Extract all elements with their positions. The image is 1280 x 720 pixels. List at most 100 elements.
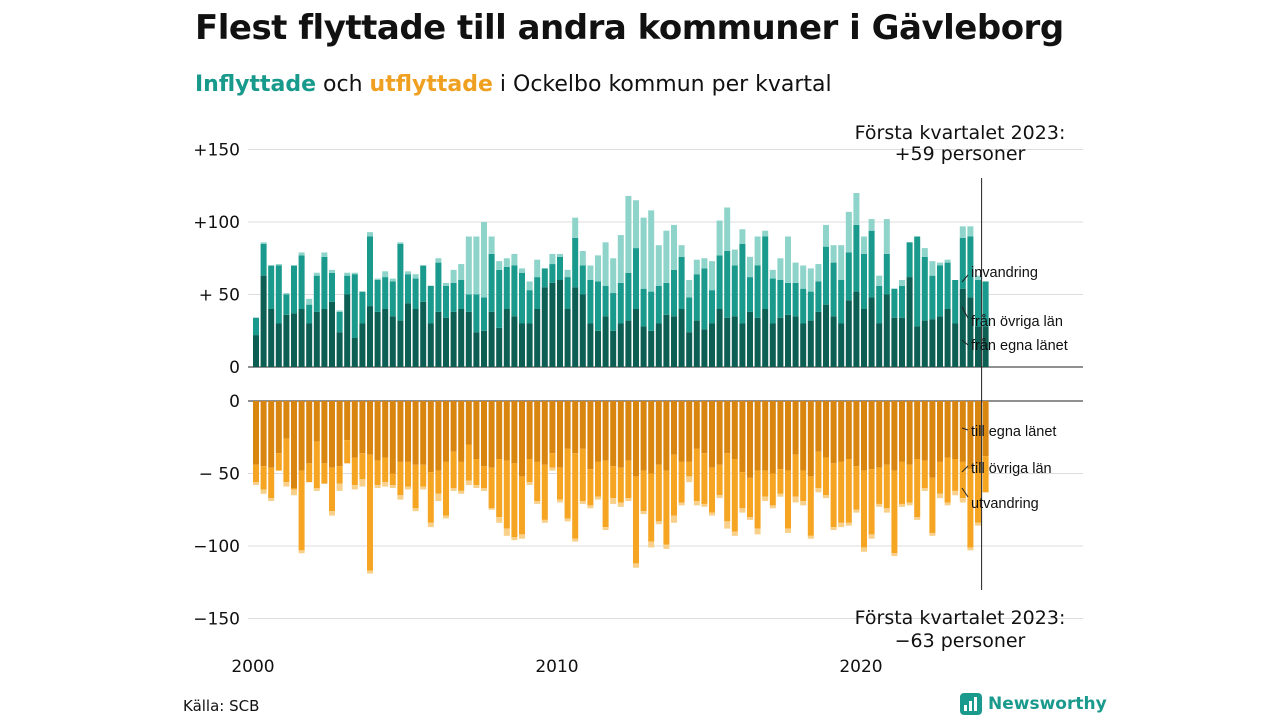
bar-till-egna-lanet: [443, 401, 449, 462]
bar-utvandring: [967, 547, 974, 551]
bar-fran-egna-lanet: [283, 314, 290, 367]
bar-utvandring: [367, 570, 373, 574]
bar-utvandring: [602, 527, 609, 531]
bar-invandring: [397, 242, 404, 244]
bar-fran-ovriga-lan: [982, 281, 989, 327]
bar-fran-egna-lanet: [975, 326, 981, 367]
bar-till-ovriga-lan: [427, 472, 434, 523]
bar-fran-egna-lanet: [701, 329, 708, 367]
bar-fran-ovriga-lan: [268, 265, 275, 309]
chart-title: Flest flyttade till andra kommuner i Gäv…: [195, 8, 1064, 48]
bar-fran-ovriga-lan: [807, 291, 814, 321]
bar-fran-egna-lanet: [367, 306, 373, 367]
bar-till-ovriga-lan: [853, 466, 860, 510]
bar-fran-egna-lanet: [891, 317, 898, 367]
bar-invandring: [519, 268, 525, 273]
bar-utvandring: [648, 541, 655, 548]
bar-fran-ovriga-lan: [450, 282, 457, 312]
bar-invandring: [595, 255, 601, 282]
bar-utvandring: [975, 522, 981, 526]
bar-fran-ovriga-lan: [519, 272, 525, 324]
bar-till-ovriga-lan: [921, 460, 928, 488]
bar-fran-ovriga-lan: [541, 268, 548, 288]
bar-till-egna-lanet: [952, 401, 959, 459]
bar-invandring: [283, 293, 290, 295]
bar-fran-ovriga-lan: [443, 285, 449, 318]
bar-fran-egna-lanet: [853, 291, 860, 367]
bar-till-ovriga-lan: [975, 464, 981, 523]
bar-fran-egna-lanet: [640, 326, 647, 367]
bar-fran-egna-lanet: [663, 314, 670, 367]
bar-fran-egna-lanet: [389, 316, 396, 367]
bar-fran-ovriga-lan: [564, 277, 571, 309]
bar-till-egna-lanet: [359, 401, 366, 454]
bar-till-egna-lanet: [291, 401, 297, 488]
bar-invandring: [344, 272, 351, 276]
bar-fran-ovriga-lan: [397, 243, 404, 321]
bar-utvandring: [845, 522, 852, 526]
bar-invandring: [853, 193, 860, 225]
bar-till-egna-lanet: [693, 401, 700, 449]
bar-till-ovriga-lan: [443, 461, 449, 516]
bar-utvandring: [610, 498, 617, 504]
bar-invandring: [321, 252, 328, 257]
bar-till-egna-lanet: [678, 401, 685, 462]
leader-line-in: [961, 274, 969, 283]
bar-utvandring: [572, 538, 579, 542]
subtitle-utflyttade: utflyttade: [369, 72, 493, 97]
bar-fran-egna-lanet: [412, 309, 419, 367]
bar-fran-ovriga-lan: [389, 281, 396, 317]
bar-fran-egna-lanet: [617, 323, 624, 367]
bar-fran-ovriga-lan: [610, 293, 617, 331]
bar-utvandring: [937, 493, 943, 499]
bar-fran-ovriga-lan: [344, 275, 351, 295]
bar-fran-egna-lanet: [800, 323, 807, 367]
bar-fran-egna-lanet: [420, 301, 427, 367]
bar-fran-ovriga-lan: [693, 274, 700, 321]
bar-invandring: [792, 262, 799, 283]
bar-fran-ovriga-lan: [914, 236, 921, 327]
bar-till-egna-lanet: [572, 401, 579, 454]
bar-utvandring: [534, 501, 541, 504]
bar-till-egna-lanet: [344, 401, 351, 441]
bar-fran-ovriga-lan: [929, 275, 936, 320]
bar-till-egna-lanet: [412, 401, 419, 465]
bar-invandring: [724, 207, 731, 251]
bar-invandring: [785, 236, 791, 283]
bar-fran-ovriga-lan: [701, 268, 708, 330]
bar-till-ovriga-lan: [762, 470, 769, 497]
bar-utvandring: [815, 488, 822, 493]
bar-fran-egna-lanet: [541, 287, 548, 367]
bar-till-egna-lanet: [876, 401, 883, 468]
bar-invandring: [329, 269, 335, 273]
bar-invandring: [374, 278, 381, 280]
bar-fran-egna-lanet: [868, 297, 875, 367]
bar-till-ovriga-lan: [397, 461, 404, 496]
bar-till-egna-lanet: [959, 401, 966, 462]
bar-utvandring: [754, 528, 761, 535]
bar-till-egna-lanet: [564, 401, 571, 449]
bar-fran-ovriga-lan: [747, 277, 753, 312]
bar-fran-egna-lanet: [952, 323, 959, 367]
bar-till-ovriga-lan: [640, 470, 647, 512]
bar-fran-ovriga-lan: [891, 288, 898, 318]
bar-fran-ovriga-lan: [655, 285, 662, 324]
bar-till-egna-lanet: [967, 401, 974, 470]
bar-invandring: [473, 236, 480, 295]
bar-fran-ovriga-lan: [412, 278, 419, 309]
bar-till-egna-lanet: [450, 401, 457, 452]
bar-utvandring: [260, 489, 267, 494]
bar-fran-ovriga-lan: [754, 265, 761, 318]
bar-invandring: [534, 259, 541, 278]
bar-till-ovriga-lan: [382, 457, 389, 483]
bar-till-egna-lanet: [579, 401, 586, 449]
bar-fran-ovriga-lan: [427, 285, 434, 324]
bar-fran-egna-lanet: [899, 317, 905, 367]
bar-fran-egna-lanet: [564, 309, 571, 367]
bar-fran-egna-lanet: [336, 332, 343, 367]
bar-till-ovriga-lan: [313, 441, 320, 488]
bar-fran-ovriga-lan: [617, 282, 624, 324]
y-tick-label-bottom: −150: [193, 610, 240, 630]
bar-utvandring: [633, 563, 639, 568]
bar-till-ovriga-lan: [275, 453, 282, 471]
